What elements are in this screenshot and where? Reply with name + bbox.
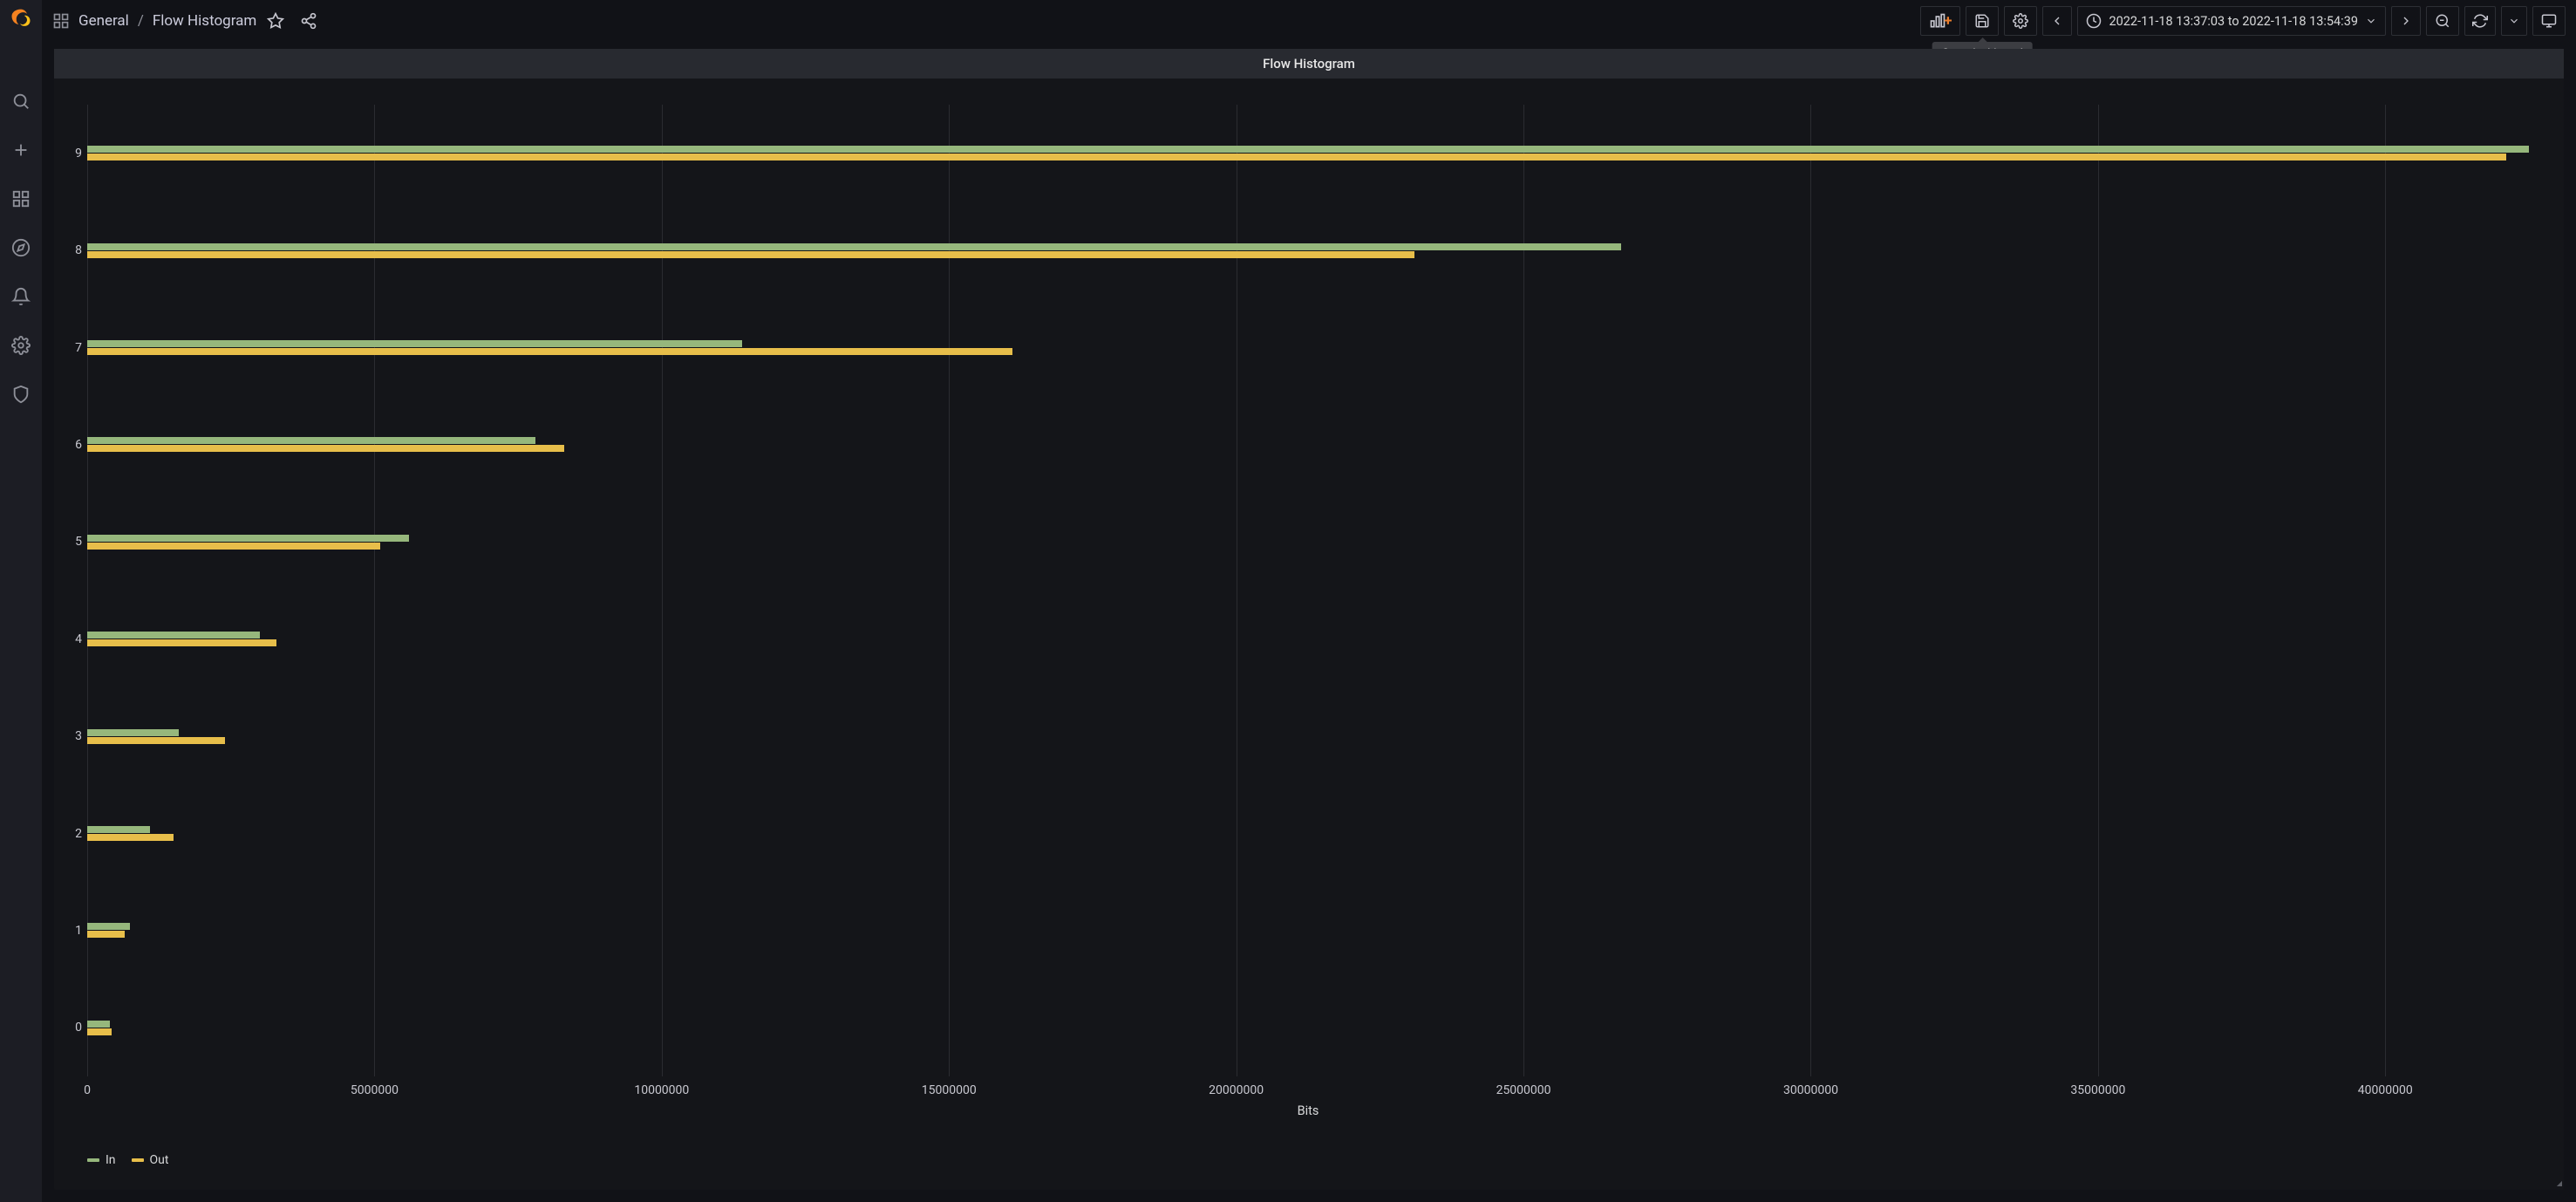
bar-out[interactable] <box>87 931 125 938</box>
legend-item-out[interactable]: Out <box>132 1153 169 1167</box>
bar-in[interactable] <box>87 146 2529 153</box>
legend-label: Out <box>150 1153 169 1167</box>
resize-handle[interactable]: ◢ <box>2557 1181 2560 1186</box>
gridline <box>1810 105 1811 1076</box>
add-panel-button[interactable]: + <box>1920 6 1960 36</box>
y-tick-label: 8 <box>68 243 82 257</box>
panel-title[interactable]: Flow Histogram <box>54 49 2564 79</box>
bar-out[interactable] <box>87 737 225 744</box>
explore-icon[interactable] <box>3 230 38 265</box>
legend-item-in[interactable]: In <box>87 1153 116 1167</box>
breadcrumb: General / Flow Histogram <box>52 12 256 30</box>
y-tick-label: 7 <box>68 341 82 355</box>
dashboard-icon <box>52 12 70 30</box>
bar-out[interactable] <box>87 154 2506 160</box>
y-tick-label: 4 <box>68 632 82 646</box>
breadcrumb-title: Flow Histogram <box>153 12 256 30</box>
legend: In Out <box>87 1153 168 1167</box>
time-range-forward-button[interactable] <box>2391 6 2421 36</box>
time-range-picker[interactable]: 2022-11-18 13:37:03 to 2022-11-18 13:54:… <box>2077 6 2386 36</box>
x-tick-label: 30000000 <box>1783 1083 1838 1097</box>
bar-out[interactable] <box>87 543 380 550</box>
grafana-logo[interactable] <box>7 5 35 33</box>
y-tick-label: 9 <box>68 147 82 160</box>
panel-body: Bits 05000000100000001500000020000000250… <box>54 79 2564 1190</box>
bar-out[interactable] <box>87 251 1414 258</box>
bar-in[interactable] <box>87 826 150 833</box>
x-tick-label: 25000000 <box>1496 1083 1551 1097</box>
time-range-text: 2022-11-18 13:37:03 to 2022-11-18 13:54:… <box>2109 14 2358 29</box>
legend-swatch <box>132 1158 144 1162</box>
bar-in[interactable] <box>87 923 130 930</box>
bar-out[interactable] <box>87 348 1012 355</box>
x-tick-label: 40000000 <box>2358 1083 2413 1097</box>
legend-label: In <box>106 1153 116 1167</box>
bar-in[interactable] <box>87 535 409 542</box>
gridline <box>2385 105 2386 1076</box>
bar-in[interactable] <box>87 729 179 736</box>
bar-out[interactable] <box>87 445 564 452</box>
breadcrumb-separator: / <box>138 12 144 30</box>
y-tick-label: 2 <box>68 827 82 841</box>
alerting-icon[interactable] <box>3 279 38 314</box>
x-tick-label: 15000000 <box>922 1083 977 1097</box>
gridline <box>1523 105 1524 1076</box>
x-tick-label: 5000000 <box>351 1083 399 1097</box>
x-tick-label: 35000000 <box>2070 1083 2125 1097</box>
legend-swatch <box>87 1158 99 1162</box>
panel: Flow Histogram Bits 05000000100000001500… <box>54 49 2564 1190</box>
x-tick-label: 0 <box>84 1083 91 1097</box>
y-tick-label: 0 <box>68 1021 82 1035</box>
y-tick-label: 5 <box>68 535 82 549</box>
bar-in[interactable] <box>87 632 260 639</box>
x-tick-label: 10000000 <box>634 1083 689 1097</box>
star-icon[interactable] <box>262 7 290 35</box>
cycle-view-button[interactable] <box>2532 6 2566 36</box>
bar-in[interactable] <box>87 243 1621 250</box>
chart-area: Bits 05000000100000001500000020000000250… <box>87 105 2529 1076</box>
refresh-interval-button[interactable] <box>2501 6 2527 36</box>
gridline <box>2098 105 2099 1076</box>
bar-out[interactable] <box>87 834 174 841</box>
y-tick-label: 6 <box>68 438 82 452</box>
create-icon[interactable] <box>3 133 38 167</box>
main: General / Flow Histogram + Save dashboar… <box>42 0 2576 1202</box>
bar-out[interactable] <box>87 639 276 646</box>
bar-in[interactable] <box>87 340 742 347</box>
configuration-icon[interactable] <box>3 328 38 363</box>
x-tick-label: 20000000 <box>1209 1083 1264 1097</box>
dashboards-icon[interactable] <box>3 181 38 216</box>
chevron-down-icon <box>2365 15 2377 27</box>
bar-out[interactable] <box>87 1028 112 1035</box>
y-tick-label: 1 <box>68 924 82 938</box>
sidebar <box>0 0 42 1202</box>
shield-icon[interactable] <box>3 377 38 412</box>
x-axis-title: Bits <box>1298 1103 1319 1118</box>
refresh-button[interactable] <box>2464 6 2496 36</box>
bar-in[interactable] <box>87 1021 110 1028</box>
y-tick-label: 3 <box>68 729 82 743</box>
breadcrumb-folder[interactable]: General <box>78 12 129 30</box>
save-dashboard-button[interactable]: Save dashboard <box>1966 6 1999 36</box>
bar-in[interactable] <box>87 437 535 444</box>
topbar: General / Flow Histogram + Save dashboar… <box>42 0 2576 42</box>
zoom-out-button[interactable] <box>2426 6 2459 36</box>
time-range-back-button[interactable] <box>2042 6 2072 36</box>
dashboard-settings-button[interactable] <box>2004 6 2037 36</box>
share-icon[interactable] <box>295 7 323 35</box>
search-icon[interactable] <box>3 84 38 119</box>
